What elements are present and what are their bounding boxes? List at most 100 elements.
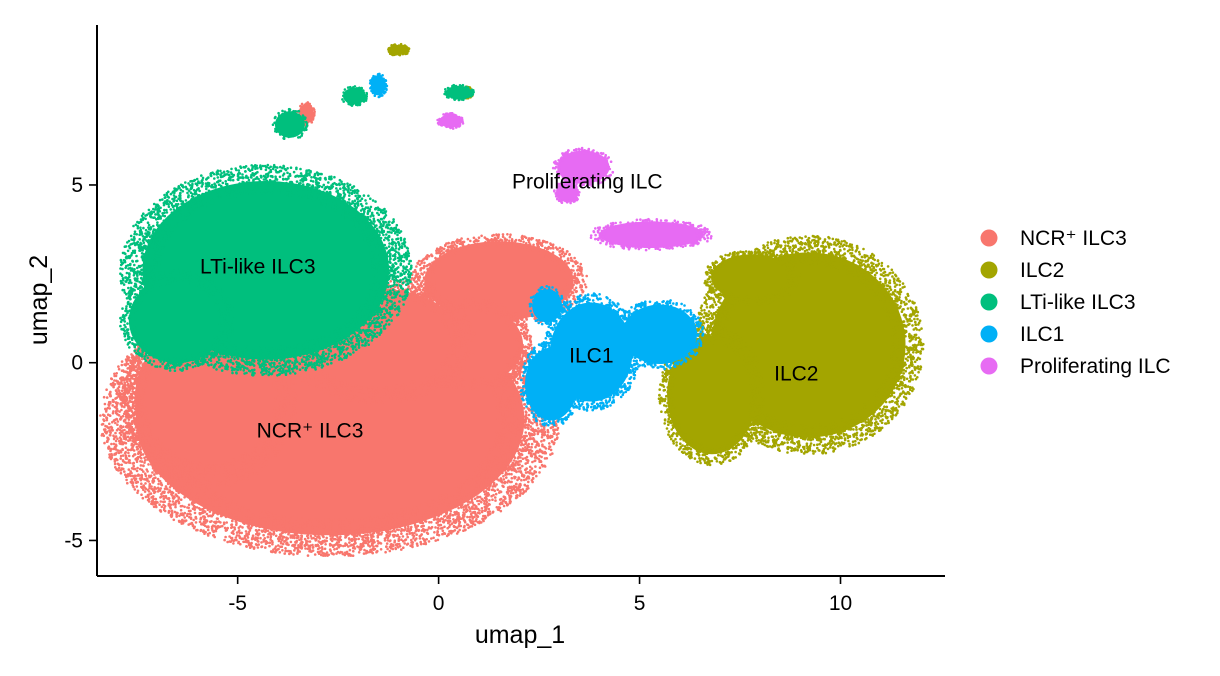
cell-point: [353, 523, 357, 527]
cell-point: [159, 460, 163, 464]
cell-point: [105, 388, 108, 392]
cell-point: [183, 496, 186, 499]
cell-point: [404, 519, 408, 523]
cell-point: [223, 538, 226, 542]
cell-point: [183, 505, 186, 509]
cell-point: [360, 525, 364, 528]
cell-point: [476, 499, 479, 503]
cell-point: [237, 540, 240, 544]
cell-point: [541, 464, 545, 468]
cell-point: [330, 539, 334, 543]
cell-point: [145, 468, 148, 471]
cell-point: [428, 521, 431, 524]
cell-point: [418, 537, 422, 540]
cell-point: [340, 529, 343, 533]
cell-point: [179, 504, 183, 508]
cell-point: [357, 529, 361, 533]
cell-point: [110, 377, 113, 380]
cell-point: [520, 478, 523, 482]
cell-point: [534, 465, 537, 468]
cell-point: [510, 472, 513, 476]
cell-point: [473, 515, 476, 519]
cell-point: [402, 546, 405, 549]
cell-point: [194, 516, 197, 519]
cell-point: [160, 495, 163, 499]
cell-point: [206, 532, 210, 536]
cell-point: [135, 469, 139, 473]
cell-point: [384, 550, 387, 554]
cell-point: [457, 525, 461, 528]
cell-point: [515, 410, 519, 413]
cell-point: [133, 443, 136, 446]
cell-point: [409, 522, 413, 525]
cell-point: [504, 453, 507, 457]
cell-point: [158, 503, 161, 507]
cell-point: [153, 473, 156, 476]
cell-point: [344, 529, 348, 533]
cell-point: [104, 424, 107, 428]
cell-point: [144, 455, 148, 459]
cell-point: [140, 482, 143, 486]
cell-point: [487, 463, 491, 466]
cell-point: [113, 374, 116, 378]
cell-point: [112, 410, 115, 413]
cell-point: [135, 448, 139, 451]
cell-point: [494, 492, 498, 496]
cell-point: [168, 499, 171, 503]
cell-point: [150, 487, 154, 491]
cell-point: [471, 490, 475, 493]
cell-point: [509, 397, 513, 400]
cell-point: [325, 536, 329, 540]
cell-point: [351, 554, 355, 557]
cell-point: [527, 413, 531, 417]
cell-point: [419, 540, 423, 544]
cell-point: [540, 455, 543, 459]
cell-point: [124, 441, 128, 445]
cell-point: [116, 420, 120, 423]
cell-point: [540, 440, 543, 443]
cell-point: [506, 456, 510, 460]
cell-point: [175, 515, 178, 518]
cell-point: [546, 430, 550, 434]
cell-point: [437, 527, 440, 530]
cell-point: [415, 518, 419, 521]
cell-point: [241, 537, 245, 540]
cell-point: [470, 507, 474, 510]
cell-point: [503, 442, 507, 445]
cell-point: [375, 550, 378, 554]
cell-point: [260, 529, 264, 533]
cell-point: [262, 533, 265, 537]
cell-point: [530, 442, 534, 446]
cell-point: [538, 471, 541, 474]
cell-point: [123, 428, 126, 432]
cell-point: [306, 536, 310, 540]
cell-point: [524, 468, 527, 472]
cell-point: [247, 524, 251, 528]
cell-point: [487, 503, 490, 506]
cell-point: [123, 470, 126, 473]
cell-point: [391, 529, 394, 533]
cell-point: [316, 518, 319, 522]
cell-point: [120, 360, 124, 363]
scatter-points: [99, 42, 925, 557]
cell-point: [492, 447, 496, 450]
cell-point: [513, 404, 516, 407]
cell-point: [223, 506, 227, 510]
cell-point: [510, 489, 513, 493]
cell-point: [238, 509, 241, 512]
cell-point: [174, 505, 177, 509]
cell-point: [513, 443, 516, 447]
cell-point: [521, 464, 524, 468]
cell-point: [510, 387, 513, 391]
cell-point: [511, 491, 515, 495]
cell-point: [382, 513, 386, 516]
cell-point: [257, 540, 260, 543]
cell-point: [279, 519, 283, 523]
cell-point: [125, 478, 128, 482]
cell-point: [480, 500, 483, 504]
cell-point: [311, 545, 315, 549]
cell-point: [139, 460, 142, 463]
cell-point: [188, 512, 191, 516]
cell-point: [529, 454, 533, 458]
